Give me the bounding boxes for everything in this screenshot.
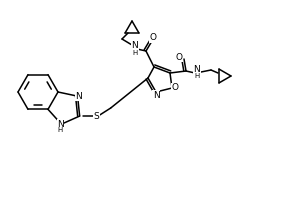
Text: N: N bbox=[75, 92, 82, 101]
Text: O: O bbox=[172, 84, 178, 92]
Text: H: H bbox=[194, 73, 200, 79]
Text: N: N bbox=[194, 64, 200, 73]
Text: N: N bbox=[57, 120, 64, 129]
Text: N: N bbox=[132, 42, 138, 50]
Text: N: N bbox=[153, 90, 159, 99]
Text: S: S bbox=[94, 112, 100, 121]
Text: H: H bbox=[132, 50, 138, 56]
Text: O: O bbox=[149, 33, 157, 43]
Text: O: O bbox=[176, 52, 182, 62]
Text: H: H bbox=[58, 127, 63, 133]
